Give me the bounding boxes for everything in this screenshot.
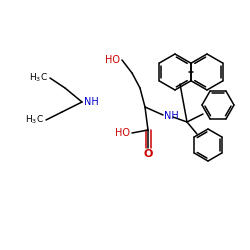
Text: O: O (143, 149, 153, 159)
Text: NH: NH (84, 97, 99, 107)
Text: $\mathregular{H_3C}$: $\mathregular{H_3C}$ (25, 114, 44, 126)
Text: HO: HO (105, 55, 120, 65)
Text: NH: NH (164, 111, 179, 121)
Text: $\mathregular{H_3C}$: $\mathregular{H_3C}$ (29, 72, 48, 84)
Text: HO: HO (115, 128, 130, 138)
